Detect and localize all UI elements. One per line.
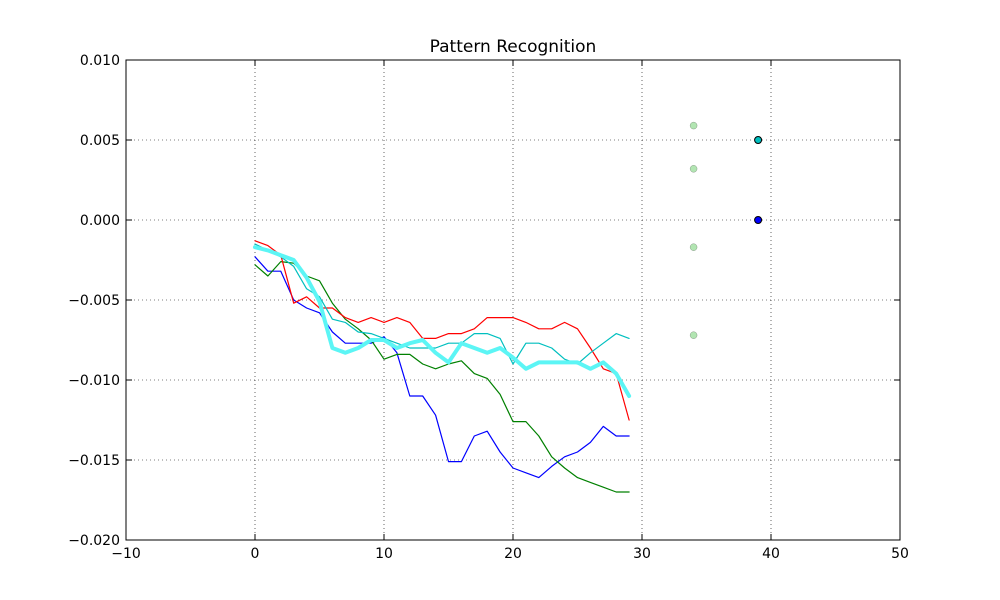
scatter-point bbox=[689, 121, 698, 130]
y-tick-label: 0.010 bbox=[80, 53, 120, 69]
scatter-point bbox=[689, 165, 698, 173]
plot-area: −10 0 10 20 30 40 50 −0.020 −0.015 −0.010 −0.005 0.… bbox=[68, 53, 909, 562]
y-tick-label: 0.000 bbox=[80, 213, 120, 229]
scatter-point bbox=[689, 243, 698, 251]
scatter-point bbox=[689, 331, 698, 339]
y-tick-label: −0.015 bbox=[68, 453, 120, 469]
scatter-point bbox=[754, 216, 763, 224]
x-tick-label: 50 bbox=[891, 546, 909, 562]
x-tick-label: 30 bbox=[633, 546, 651, 562]
scatter-point bbox=[754, 136, 763, 144]
chart-title: Pattern Recognition bbox=[430, 37, 597, 57]
series-line-3 bbox=[254, 240, 630, 421]
x-tick-label: 40 bbox=[762, 546, 780, 562]
series-line-2 bbox=[254, 261, 630, 493]
y-tick-label: −0.010 bbox=[68, 373, 120, 389]
series-line-5 bbox=[253, 245, 632, 398]
series-line-1 bbox=[254, 256, 630, 479]
y-tick-label: −0.005 bbox=[68, 293, 120, 309]
x-tick-label: 0 bbox=[251, 546, 260, 562]
y-tick-label: −0.020 bbox=[68, 533, 120, 549]
y-tick-label: 0.005 bbox=[80, 133, 120, 149]
x-tick-label: 10 bbox=[375, 546, 393, 562]
x-tick-label: −10 bbox=[111, 546, 141, 562]
x-tick-label: 20 bbox=[504, 546, 522, 562]
